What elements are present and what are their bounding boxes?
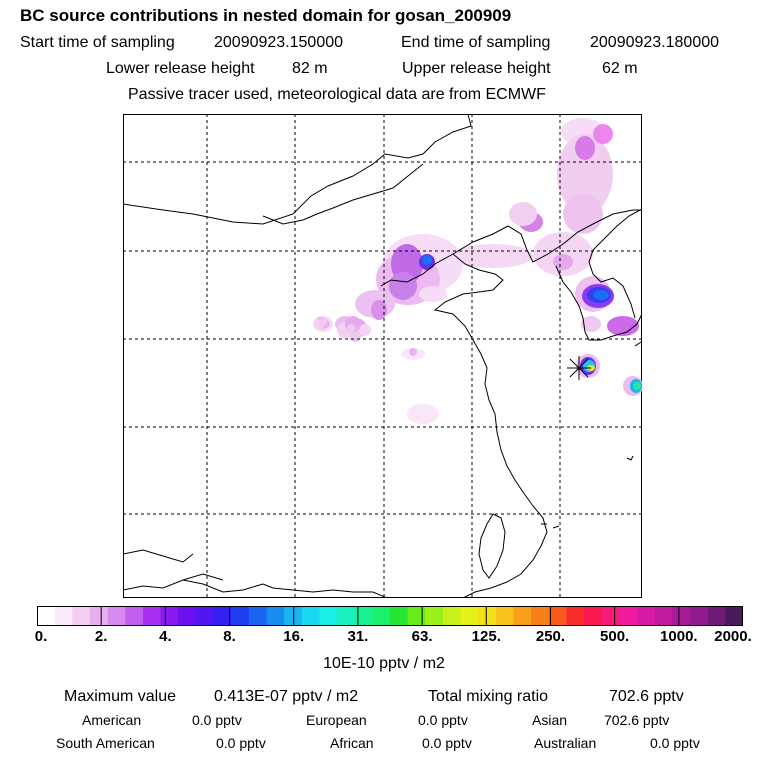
colorbar-swatch	[372, 606, 391, 626]
colorbar-swatch	[125, 606, 144, 626]
colorbar-swatch	[531, 606, 550, 626]
end-time-label: End time of sampling	[401, 34, 551, 51]
region-name: American	[82, 712, 142, 728]
colorbar-swatch	[37, 606, 56, 626]
start-time-label: Start time of sampling	[20, 34, 175, 51]
colorbar-tick-label: 125.	[471, 628, 501, 645]
colorbar-swatch	[231, 606, 250, 626]
max-value: 0.413E-07 pptv / m2	[214, 688, 359, 705]
colorbar-swatch	[337, 606, 356, 626]
region-value: 0.0 pptv	[418, 712, 468, 728]
colorbar-swatch	[54, 606, 73, 626]
tracer-note: Passive tracer used, meteorological data…	[128, 86, 546, 103]
colorbar-swatch	[284, 606, 303, 626]
colorbar-swatch	[725, 606, 743, 626]
colorbar-tick-label: 31.	[347, 628, 369, 645]
colorbar-tick-label: 250.	[535, 628, 566, 645]
colorbar-swatch	[584, 606, 603, 626]
colorbar-swatch	[266, 606, 285, 626]
colorbar-swatch	[178, 606, 197, 626]
colorbar-swatch	[442, 606, 462, 626]
colorbar-tick-label: 1000.	[660, 628, 698, 645]
colorbar-tick-label: 4.	[159, 628, 172, 645]
colorbar-swatch	[72, 606, 91, 626]
colorbar	[37, 606, 743, 626]
region-name: European	[306, 712, 367, 728]
colorbar-swatch	[160, 606, 179, 626]
lower-release-value: 82 m	[292, 60, 328, 77]
colorbar-tick-label: 2.	[94, 628, 108, 645]
concentration-map	[123, 114, 642, 598]
upper-release-value: 62 m	[602, 60, 638, 77]
colorbar-swatch	[107, 606, 126, 626]
colorbar-swatch	[407, 606, 426, 626]
region-name: Asian	[532, 712, 568, 728]
colorbar-swatch	[654, 606, 673, 626]
receptor-site-marker	[567, 356, 591, 380]
colorbar-tick-label: 16.	[283, 628, 305, 645]
region-value: 0.0 pptv	[192, 712, 242, 728]
colorbar-swatch	[690, 606, 709, 626]
colorbar-swatch	[142, 606, 162, 626]
colorbar-swatch	[513, 606, 532, 626]
colorbar-tick-label: 500.	[600, 628, 630, 645]
colorbar-swatch	[672, 606, 691, 626]
coastlines	[123, 114, 642, 598]
plume-footprint	[313, 118, 642, 424]
colorbar-swatch	[319, 606, 338, 626]
colorbar-swatch	[478, 606, 497, 626]
colorbar-tick-label: 2000.	[714, 628, 752, 645]
upper-release-label: Upper release height	[402, 60, 551, 77]
colorbar-swatch	[548, 606, 568, 626]
colorbar-swatch	[248, 606, 268, 626]
colorbar-unit: 10E-10 pptv / m2	[323, 655, 445, 672]
colorbar-swatch	[390, 606, 409, 626]
colorbar-swatch	[354, 606, 373, 626]
max-value-label: Maximum value	[64, 688, 177, 705]
region-value: 702.6 pptv	[604, 712, 670, 728]
region-name: South American	[56, 735, 155, 751]
colorbar-swatch	[213, 606, 232, 626]
plot-title: BC source contributions in nested domain…	[20, 6, 512, 25]
colorbar-swatch	[195, 606, 215, 626]
colorbar-swatch	[89, 606, 109, 626]
total-mixing-value: 702.6 pptv	[609, 688, 684, 705]
end-time-value: 20090923.180000	[590, 34, 720, 51]
colorbar-swatch	[495, 606, 515, 626]
colorbar-swatch	[707, 606, 726, 626]
colorbar-swatch	[460, 606, 479, 626]
region-value: 0.0 pptv	[422, 735, 472, 751]
region-name: African	[330, 735, 374, 751]
total-mixing-label: Total mixing ratio	[428, 688, 549, 705]
colorbar-swatch	[637, 606, 656, 626]
colorbar-tick-label: 0.	[34, 628, 48, 645]
region-value: 0.0 pptv	[650, 735, 700, 751]
colorbar-tick-label: 8.	[223, 628, 236, 645]
region-value: 0.0 pptv	[216, 735, 266, 751]
colorbar-tick-label: 63.	[411, 628, 433, 645]
colorbar-swatch	[301, 606, 320, 626]
colorbar-swatch	[566, 606, 585, 626]
graticule	[123, 114, 642, 598]
colorbar-swatch	[425, 606, 444, 626]
region-name: Australian	[534, 735, 597, 751]
colorbar-swatch	[619, 606, 638, 626]
colorbar-swatch	[601, 606, 621, 626]
start-time-value: 20090923.150000	[214, 34, 344, 51]
lower-release-label: Lower release height	[106, 60, 255, 77]
